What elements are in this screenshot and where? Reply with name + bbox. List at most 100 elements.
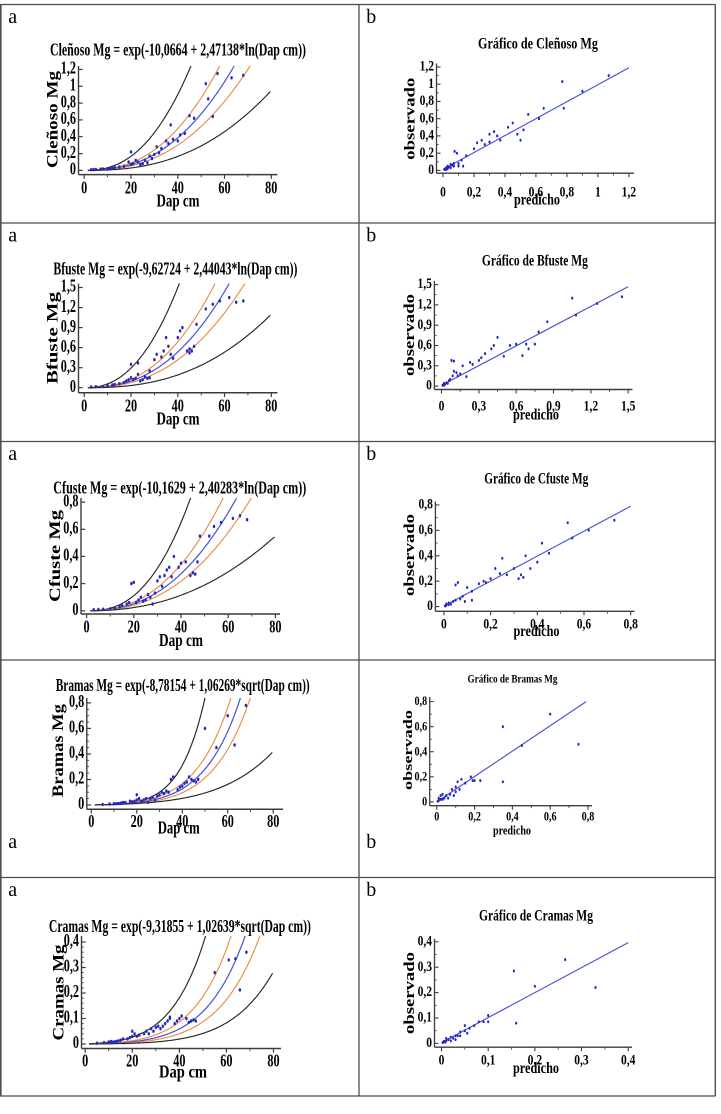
svg-text:Dap cm: Dap cm xyxy=(157,191,200,211)
svg-text:0: 0 xyxy=(78,794,84,814)
svg-text:0,6: 0,6 xyxy=(63,518,79,538)
svg-text:80: 80 xyxy=(265,178,277,198)
svg-text:0,3: 0,3 xyxy=(574,1051,589,1068)
svg-text:a: a xyxy=(8,831,17,853)
svg-text:0,4: 0,4 xyxy=(418,546,433,563)
svg-text:b: b xyxy=(366,6,376,28)
svg-text:0: 0 xyxy=(426,1034,432,1051)
svg-text:observado: observado xyxy=(400,710,415,790)
svg-text:40: 40 xyxy=(173,1051,185,1071)
svg-text:Bfuste Mg = exp(-9,62724 + 2,4: Bfuste Mg = exp(-9,62724 + 2,44043*ln(Da… xyxy=(53,258,297,278)
svg-text:0,9: 0,9 xyxy=(546,397,561,414)
svg-text:60: 60 xyxy=(220,1051,232,1071)
svg-text:0,6: 0,6 xyxy=(418,521,433,538)
svg-text:1: 1 xyxy=(595,183,601,200)
svg-text:0,6: 0,6 xyxy=(69,717,85,737)
svg-text:0,8: 0,8 xyxy=(623,615,638,632)
svg-text:0: 0 xyxy=(439,1051,445,1068)
svg-text:a: a xyxy=(8,879,17,901)
svg-text:predicho: predicho xyxy=(514,192,560,209)
svg-text:Dap cm: Dap cm xyxy=(157,409,200,429)
svg-text:0,8: 0,8 xyxy=(69,692,85,712)
svg-text:Dap cm: Dap cm xyxy=(158,818,200,838)
svg-text:0,2: 0,2 xyxy=(64,982,80,1002)
svg-text:60: 60 xyxy=(218,178,230,198)
svg-text:Dap cm: Dap cm xyxy=(159,630,203,650)
svg-text:0: 0 xyxy=(72,600,78,620)
svg-text:1,2: 1,2 xyxy=(417,295,432,312)
svg-text:0,3: 0,3 xyxy=(418,957,433,974)
svg-text:0,6: 0,6 xyxy=(544,809,557,823)
svg-text:Gráfico de Cramas Mg: Gráfico de Cramas Mg xyxy=(479,908,593,925)
svg-text:Bramas Mg = exp(-8,78154 + 1,0: Bramas Mg = exp(-8,78154 + 1,06269*sqrt(… xyxy=(56,675,310,695)
svg-text:60: 60 xyxy=(218,396,230,416)
svg-text:Gráfico de Bramas Mg: Gráfico de Bramas Mg xyxy=(468,674,558,686)
svg-text:0,1: 0,1 xyxy=(64,1007,79,1027)
svg-text:0,4: 0,4 xyxy=(415,744,428,758)
svg-text:1,5: 1,5 xyxy=(417,275,432,292)
svg-text:80: 80 xyxy=(265,396,277,416)
svg-text:20: 20 xyxy=(131,812,143,832)
svg-text:40: 40 xyxy=(176,812,188,832)
svg-text:predicho: predicho xyxy=(514,623,560,640)
svg-text:0,4: 0,4 xyxy=(61,126,77,146)
svg-text:0,4: 0,4 xyxy=(64,931,80,951)
svg-text:0,6: 0,6 xyxy=(420,109,435,126)
svg-text:0: 0 xyxy=(441,615,447,632)
svg-text:0,2: 0,2 xyxy=(415,769,428,783)
svg-text:1,2: 1,2 xyxy=(584,397,599,414)
svg-text:0,6: 0,6 xyxy=(415,719,428,733)
svg-text:0,8: 0,8 xyxy=(560,183,575,200)
svg-text:Cfuste Mg = exp(-10,1629 + 2,4: Cfuste Mg = exp(-10,1629 + 2,40283*ln(Da… xyxy=(53,477,306,497)
svg-text:0,6: 0,6 xyxy=(61,337,77,357)
svg-text:0,2: 0,2 xyxy=(61,143,77,163)
svg-text:0,6: 0,6 xyxy=(417,336,432,353)
svg-text:0,8: 0,8 xyxy=(63,491,79,511)
svg-text:0: 0 xyxy=(73,1033,79,1053)
svg-text:0,6: 0,6 xyxy=(61,109,77,129)
svg-text:observado: observado xyxy=(403,78,419,160)
svg-text:observado: observado xyxy=(402,294,418,376)
svg-text:Dap cm: Dap cm xyxy=(159,1062,207,1082)
svg-text:0,2: 0,2 xyxy=(528,1051,543,1068)
svg-text:Cramas Mg = exp(-9,31855 + 1,0: Cramas Mg = exp(-9,31855 + 1,02639*sqrt(… xyxy=(49,916,311,936)
svg-text:20: 20 xyxy=(126,1051,138,1071)
svg-text:0,2: 0,2 xyxy=(69,768,85,788)
svg-text:0,2: 0,2 xyxy=(467,183,482,200)
svg-text:20: 20 xyxy=(125,178,137,198)
svg-text:0: 0 xyxy=(70,377,76,397)
svg-text:0: 0 xyxy=(84,617,90,637)
svg-text:0: 0 xyxy=(428,161,434,178)
svg-text:1,2: 1,2 xyxy=(61,58,77,78)
svg-text:predicho: predicho xyxy=(513,407,559,424)
svg-text:0: 0 xyxy=(81,396,87,416)
svg-text:0,3: 0,3 xyxy=(64,956,80,976)
svg-text:a: a xyxy=(8,443,17,465)
svg-text:0: 0 xyxy=(422,794,427,808)
svg-text:0,3: 0,3 xyxy=(61,357,77,377)
svg-text:0,8: 0,8 xyxy=(418,495,433,512)
svg-text:80: 80 xyxy=(269,617,281,637)
svg-text:0,8: 0,8 xyxy=(582,809,595,823)
svg-text:0,4: 0,4 xyxy=(418,932,433,949)
svg-text:40: 40 xyxy=(175,617,187,637)
svg-text:0,4: 0,4 xyxy=(530,615,545,632)
svg-text:a: a xyxy=(8,6,17,28)
svg-text:b: b xyxy=(366,225,376,247)
svg-text:Gráfico de Cfuste Mg: Gráfico de Cfuste Mg xyxy=(484,471,588,488)
svg-text:1,5: 1,5 xyxy=(621,397,636,414)
svg-text:observado: observado xyxy=(402,514,418,596)
svg-text:0,8: 0,8 xyxy=(420,92,435,109)
svg-text:1: 1 xyxy=(428,74,434,91)
svg-text:a: a xyxy=(8,225,17,247)
svg-text:Cramas Mg: Cramas Mg xyxy=(51,944,68,1040)
svg-text:60: 60 xyxy=(222,812,234,832)
svg-text:0: 0 xyxy=(88,812,94,832)
svg-text:0,8: 0,8 xyxy=(61,92,77,112)
svg-text:0,4: 0,4 xyxy=(621,1051,636,1068)
svg-text:Gráfico de Cleñoso Mg: Gráfico de Cleñoso Mg xyxy=(478,36,598,53)
svg-text:0,3: 0,3 xyxy=(472,397,487,414)
svg-text:0,9: 0,9 xyxy=(61,317,77,337)
svg-text:0: 0 xyxy=(440,183,446,200)
svg-text:0: 0 xyxy=(70,159,76,179)
